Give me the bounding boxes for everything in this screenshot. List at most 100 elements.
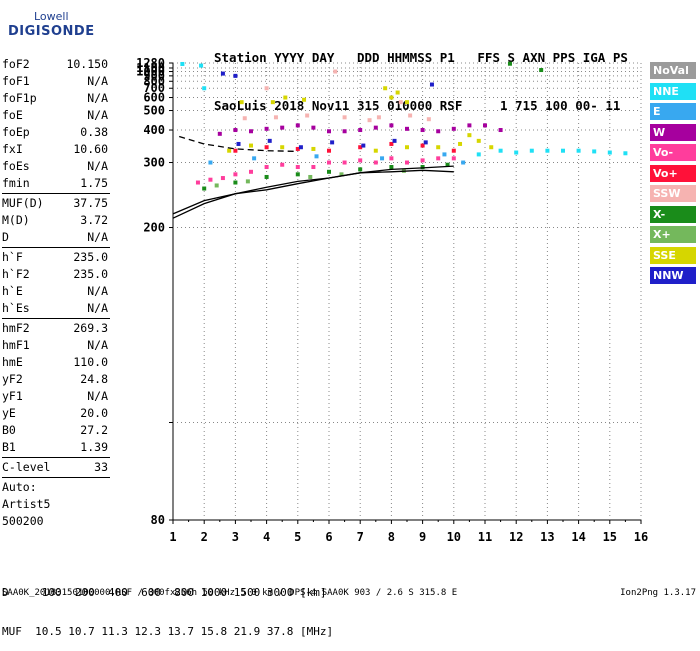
x-tick-label: 13: [540, 530, 554, 544]
legend-item: X-: [650, 205, 696, 223]
echo-point: [436, 129, 441, 134]
x-tick-label: 2: [201, 530, 208, 544]
param-row: yF2 24.8: [2, 371, 110, 388]
param-key: B0: [2, 423, 16, 437]
echo-point: [227, 148, 232, 153]
echo-point: [561, 148, 565, 153]
x-tick-label: 12: [509, 530, 523, 544]
echo-point: [233, 172, 238, 177]
param-row: foF2 10.150: [2, 56, 110, 73]
x-tick-label: 4: [263, 530, 270, 544]
y-tick-label: 400: [143, 123, 165, 137]
echo-point: [376, 115, 381, 120]
echo-point: [383, 86, 388, 91]
echo-point: [442, 152, 447, 157]
echo-point: [451, 126, 456, 131]
echo-point: [395, 90, 400, 95]
echo-point: [405, 126, 409, 131]
param-key: foF2: [2, 57, 30, 71]
echo-point: [233, 180, 238, 185]
echo-point: [389, 141, 394, 146]
param-key: foEs: [2, 159, 30, 173]
echo-point: [267, 138, 272, 143]
echo-point: [623, 151, 628, 156]
param-divider: [2, 457, 110, 458]
param-value: 20.0: [80, 406, 108, 420]
echo-point: [373, 148, 378, 153]
param-row: hmE 110.0: [2, 354, 110, 371]
param-row: h`Es N/A: [2, 300, 110, 317]
echo-point: [273, 115, 278, 120]
version-info: Ion2Png 1.3.17: [620, 588, 696, 598]
param-value: 0.38: [80, 125, 108, 139]
echo-point: [242, 116, 247, 121]
param-value: N/A: [87, 74, 108, 88]
echo-point: [217, 131, 222, 136]
x-tick-label: 7: [357, 530, 364, 544]
param-row: h`F2 235.0: [2, 266, 110, 283]
muf-row: MUF 10.5 10.7 11.3 12.3 13.7 15.8 21.9 3…: [2, 625, 334, 638]
y-tick-label: 600: [143, 91, 165, 105]
echo-point: [420, 158, 425, 163]
station-header: Station YYYY DAY DDD HHMMSS P1 FFS S AXN…: [214, 18, 628, 130]
param-key: yF1: [2, 389, 23, 403]
echo-point: [295, 146, 300, 151]
echo-point: [245, 179, 250, 184]
param-row: foF1p N/A: [2, 90, 110, 107]
legend-item: Vo-: [650, 144, 696, 161]
echo-point: [311, 125, 316, 130]
param-key: foEp: [2, 125, 30, 139]
param-value: N/A: [87, 284, 108, 298]
param-value: 235.0: [73, 250, 108, 264]
param-divider: [2, 318, 110, 319]
param-divider: [2, 193, 110, 194]
echo-point: [445, 162, 450, 167]
echo-point: [529, 148, 534, 153]
echo-point: [507, 61, 512, 66]
ionogram-plot: 1 2 3 4 5 6 7 8 9 10 11 12 13 14 15 1680200300400500600…: [136, 56, 648, 544]
auto-artist: Artist5: [2, 497, 51, 511]
y-tick-label: 900: [143, 69, 165, 83]
echo-point: [408, 113, 413, 118]
param-value: 1.75: [80, 176, 108, 190]
param-value: N/A: [87, 159, 108, 173]
echo-point: [264, 86, 269, 91]
param-key: B1: [2, 440, 16, 454]
param-row: h`E N/A: [2, 283, 110, 300]
legend-item: SSE: [650, 246, 696, 264]
param-value: N/A: [87, 301, 108, 315]
param-value: 27.2: [80, 423, 108, 437]
param-row: foE N/A: [2, 107, 110, 124]
param-key: h`E: [2, 284, 23, 298]
echo-point: [208, 177, 213, 182]
echo-point: [361, 143, 366, 148]
echo-point: [398, 100, 403, 105]
y-tick-label: 1000: [136, 65, 165, 79]
param-value: 37.75: [73, 196, 108, 210]
param-row: MUF(D) 37.75: [2, 195, 110, 212]
echo-point: [451, 148, 456, 153]
x-tick-label: 16: [634, 530, 648, 544]
echo-point: [220, 71, 225, 76]
echo-point: [327, 148, 331, 153]
echo-point: [498, 128, 503, 133]
echo-point: [202, 186, 207, 191]
auto-label: Auto:: [2, 480, 37, 494]
header-row2: SaoLuis 2018 Nov11 315 010000 RSF 1 715 …: [214, 98, 621, 113]
echo-point: [339, 172, 344, 177]
muf-table: D 100 200 400 600 800 1000 1500 3000 [km…: [2, 560, 333, 651]
param-row: hmF1 N/A: [2, 337, 110, 354]
echo-point: [236, 141, 241, 146]
echo-point: [405, 100, 409, 105]
y-tick-label: 1100: [136, 61, 165, 75]
param-value: 10.150: [66, 57, 108, 71]
echo-point: [420, 165, 425, 170]
echo-point: [302, 97, 307, 102]
param-key: foF1: [2, 74, 30, 88]
echo-point: [239, 100, 244, 105]
echo-point: [545, 148, 550, 153]
distance-row: D 100 200 400 600 800 1000 1500 3000 [km…: [2, 586, 327, 599]
echo-point: [392, 138, 397, 143]
echo-point: [476, 138, 481, 143]
x-tick-label: 11: [478, 530, 492, 544]
